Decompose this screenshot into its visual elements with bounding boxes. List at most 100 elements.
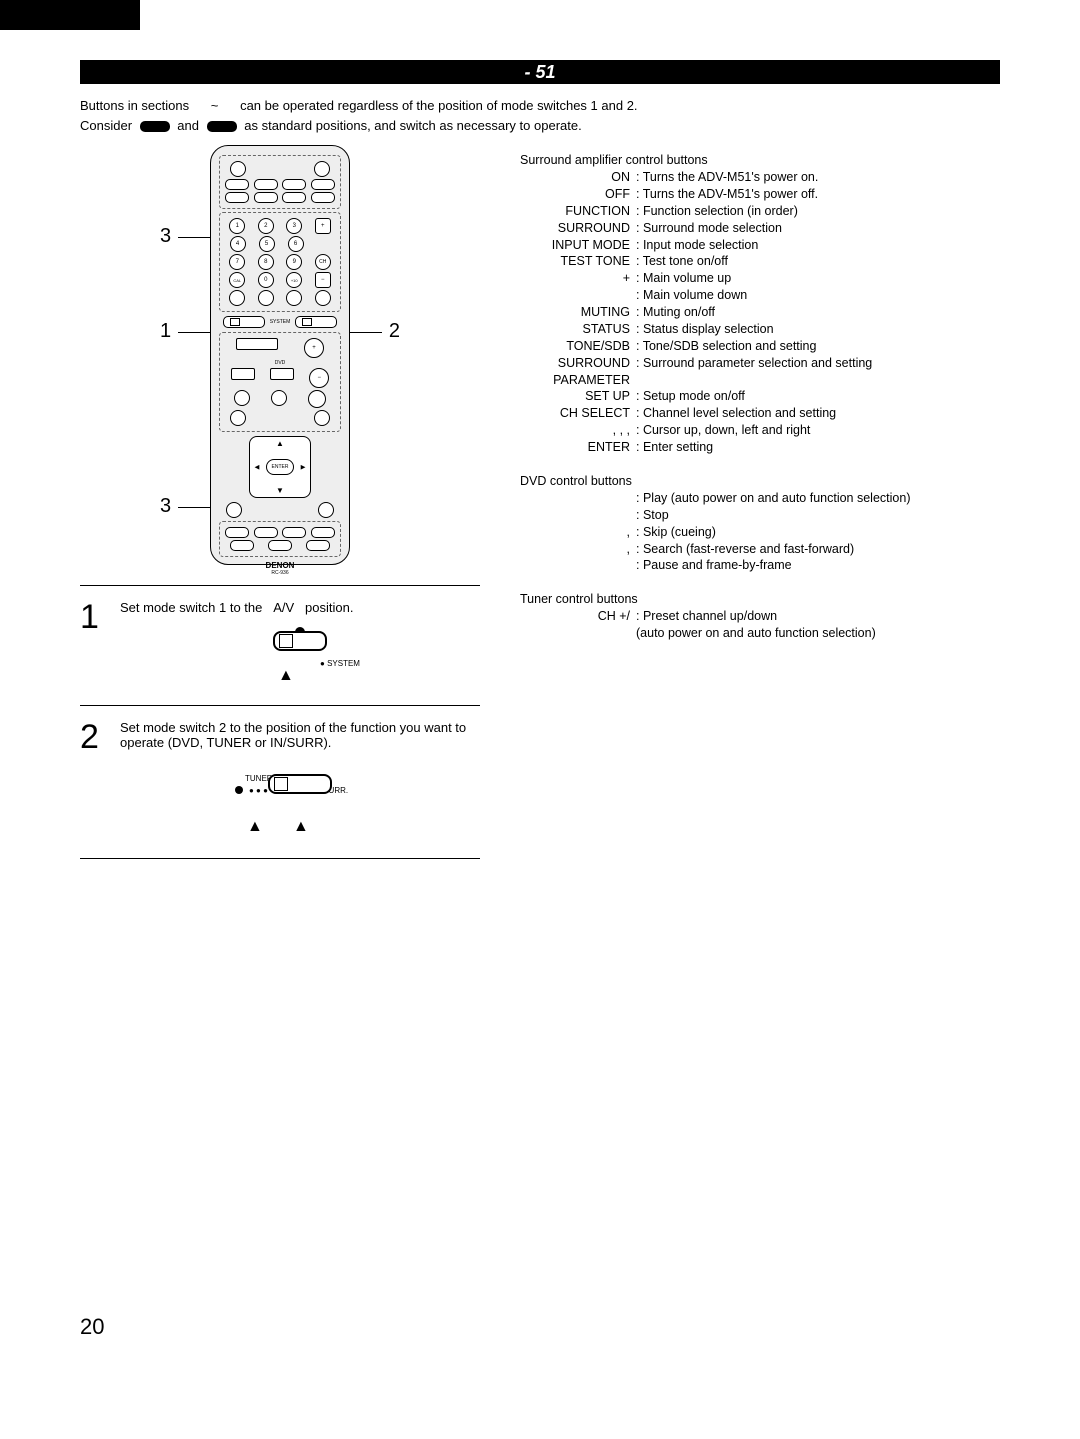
function-row: Pause and frame-by-frame: [520, 557, 1000, 574]
function-label: [520, 490, 636, 507]
transport-pill: [268, 540, 292, 551]
function-desc: Cursor up, down, left and right: [636, 422, 810, 439]
transport-pill: [230, 540, 254, 551]
switch-knob: [279, 634, 293, 648]
function-row: ,Search (fast-reverse and fast-forward): [520, 541, 1000, 558]
function-label: [520, 507, 636, 524]
arrow-up-icon: ▲: [276, 439, 284, 448]
switch-knob: [274, 777, 288, 791]
enter-button: ENTER: [266, 459, 294, 475]
switch-body: [268, 774, 332, 794]
dot-icon: [235, 786, 243, 794]
function-desc: Turns the ADV-M51's power off.: [636, 186, 818, 203]
num-button: 2: [258, 218, 274, 234]
num-button: 8: [258, 254, 274, 270]
function-desc: Surround mode selection: [636, 220, 782, 237]
intro-line1-a: Buttons in sections: [80, 98, 189, 113]
function-label: [520, 287, 636, 304]
step-2: 2 Set mode switch 2 to the position of t…: [80, 706, 480, 859]
function-row: OFFTurns the ADV-M51's power off.: [520, 186, 1000, 203]
function-desc: Pause and frame-by-frame: [636, 557, 792, 574]
section-header-text: - 51: [524, 62, 555, 83]
section-header: - 51: [80, 60, 1000, 84]
dvd-head: DVD control buttons: [520, 474, 1000, 488]
function-label: TEST TONE: [520, 253, 636, 270]
function-row: FUNCTIONFunction selection (in order): [520, 203, 1000, 220]
num-button: 6: [288, 236, 304, 252]
function-row: Main volume down: [520, 287, 1000, 304]
intro-line1-c: can be operated regardless of the positi…: [240, 98, 637, 113]
model-number: RC-936: [217, 570, 343, 576]
intro-line2-b: and: [177, 118, 199, 133]
function-row: ONTurns the ADV-M51's power on.: [520, 169, 1000, 186]
dvd-label: DVD: [223, 360, 337, 366]
function-label: SET UP: [520, 388, 636, 405]
switch-2-diagram: TUNER TV / VCR ● ● ● ● IN/SURR. ▲ ▲: [215, 774, 385, 844]
remote-pill-button: [282, 179, 306, 190]
function-label: OFF: [520, 186, 636, 203]
function-row: +Main volume up: [520, 270, 1000, 287]
function-row: SURROUNDPARAMETERSurround parameter sele…: [520, 355, 1000, 389]
function-label: ENTER: [520, 439, 636, 456]
tuner-head: Tuner control buttons: [520, 592, 1000, 606]
function-label: INPUT MODE: [520, 237, 636, 254]
switch-body: [273, 631, 327, 651]
function-row: STATUSStatus display selection: [520, 321, 1000, 338]
transport-pill: [306, 540, 330, 551]
function-label: [520, 557, 636, 574]
transport-pill: [282, 527, 306, 538]
function-desc: Channel level selection and setting: [636, 405, 836, 422]
function-row: TEST TONETest tone on/off: [520, 253, 1000, 270]
function-label: , , ,: [520, 422, 636, 439]
function-row: CH +/Preset channel up/down: [520, 608, 1000, 625]
step-number: 1: [80, 600, 120, 634]
function-row: , , ,Cursor up, down, left and right: [520, 422, 1000, 439]
function-row: SET UPSetup mode on/off: [520, 388, 1000, 405]
function-row: ENTEREnter setting: [520, 439, 1000, 456]
intro-text: Buttons in sections ~ can be operated re…: [80, 96, 1000, 135]
small-button: [271, 390, 287, 406]
mode-switch-2: [295, 316, 337, 328]
function-row: TONE/SDBTone/SDB selection and setting: [520, 338, 1000, 355]
vol-plus-icon: +: [304, 338, 324, 358]
function-label: CH SELECT: [520, 405, 636, 422]
function-desc: Test tone on/off: [636, 253, 728, 270]
transport-pill: [254, 527, 278, 538]
function-label: SURROUND: [520, 220, 636, 237]
small-button: [226, 502, 242, 518]
function-label: CH +/: [520, 608, 636, 625]
power-icon: [230, 161, 246, 177]
function-label: TONE/SDB: [520, 338, 636, 355]
remote-pill-button: [225, 192, 249, 203]
num-button: 0: [258, 272, 274, 288]
position-blob-2: [207, 121, 237, 132]
function-desc: Status display selection: [636, 321, 774, 338]
switch-label: ● SYSTEM: [320, 659, 360, 668]
step-text: Set mode switch 1 to the: [120, 600, 262, 615]
remote-pill-button: [282, 192, 306, 203]
function-desc: Stop: [636, 507, 669, 524]
arrow-up-icon: ▲: [278, 667, 294, 685]
arrow-up-icon: ▲: [247, 818, 263, 836]
function-label: STATUS: [520, 321, 636, 338]
function-row: ,Skip (cueing): [520, 524, 1000, 541]
vol-minus-icon: −: [309, 368, 329, 388]
function-label: SURROUNDPARAMETER: [520, 355, 636, 389]
function-row: SURROUNDSurround mode selection: [520, 220, 1000, 237]
minus-icon: −: [315, 272, 331, 288]
callout-3-top: 3: [160, 225, 171, 248]
remote-pill-button: [311, 192, 335, 203]
switch-label: SYSTEM: [270, 319, 291, 325]
small-button: [234, 390, 250, 406]
switch-1-diagram: ▲ ● SYSTEM: [240, 631, 360, 691]
ch-icon: CH: [315, 254, 331, 270]
function-desc: Main volume up: [636, 270, 731, 287]
remote-pill-button: [225, 179, 249, 190]
step-text: Set mode switch 2 to the position of the…: [120, 720, 466, 750]
callout-line: [178, 237, 214, 238]
num-button: 5: [259, 236, 275, 252]
num-button: 1: [229, 218, 245, 234]
small-button: [229, 290, 245, 306]
small-button: [286, 290, 302, 306]
function-row: Stop: [520, 507, 1000, 524]
